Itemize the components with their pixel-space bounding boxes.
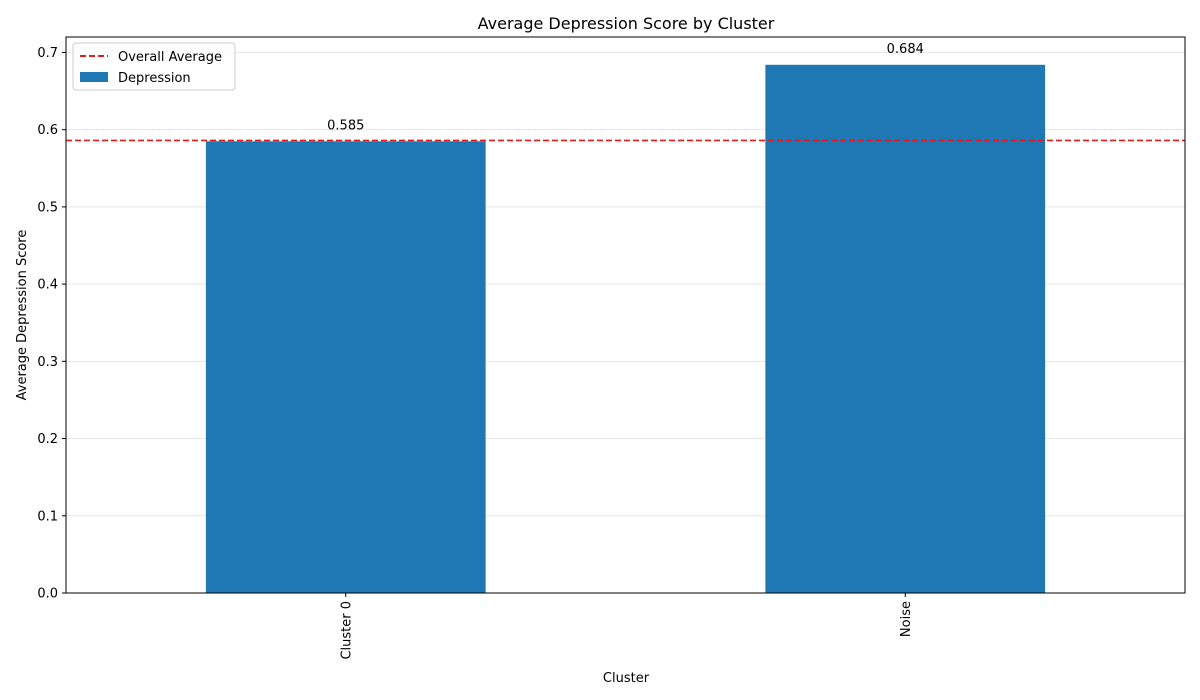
bar [765, 64, 1046, 594]
y-tick-label: 0.2 [37, 432, 58, 447]
y-tick-label: 0.0 [37, 587, 58, 602]
data-label: 0.585 [327, 118, 364, 133]
x-tick-label: Noise [899, 601, 914, 637]
bar [205, 141, 486, 593]
legend: Overall Average Depression [72, 42, 236, 91]
y-tick-label: 0.1 [37, 509, 58, 524]
legend-label-overall-average: Overall Average [118, 50, 222, 65]
y-tick-label: 0.7 [37, 46, 58, 61]
legend-label-depression: Depression [118, 71, 191, 86]
y-tick-label: 0.6 [37, 123, 58, 138]
y-tick-label: 0.3 [37, 355, 58, 370]
x-axis-label: Cluster [603, 671, 650, 686]
legend-bar-swatch [80, 72, 108, 82]
y-tick-label: 0.4 [37, 278, 58, 293]
bars [205, 64, 1046, 594]
legend-box [72, 42, 236, 91]
y-axis-label: Average Depression Score [15, 230, 30, 401]
x-tick-label: Cluster 0 [339, 601, 354, 660]
x-axis-ticks: Cluster 0 Noise [339, 593, 914, 660]
y-tick-label: 0.5 [37, 200, 58, 215]
data-labels: 0.585 0.684 [327, 42, 924, 133]
data-label: 0.684 [887, 42, 924, 57]
plot-area-frame [65, 36, 1186, 594]
y-axis-ticks: 0.0 0.1 0.2 0.3 0.4 0.5 0.6 0.7 [37, 46, 66, 602]
chart-title: Average Depression Score by Cluster [478, 14, 775, 33]
